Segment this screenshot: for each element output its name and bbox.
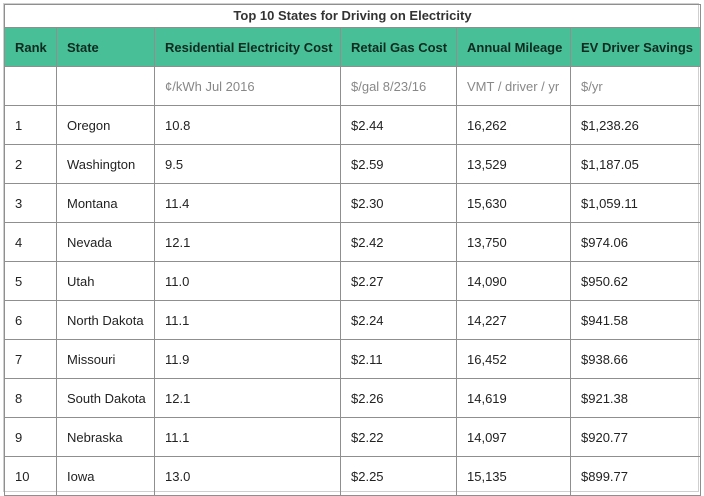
unit-cell: $/yr [570, 66, 701, 106]
table-cell: $2.22 [340, 417, 457, 457]
unit-cell [4, 66, 57, 106]
table-cell: 12.1 [154, 378, 341, 418]
table-cell: 3 [4, 183, 57, 223]
table-cell: Missouri [56, 339, 155, 379]
table-cell: $2.27 [340, 261, 457, 301]
table-cell: $2.25 [340, 456, 457, 496]
table-cell: Iowa [56, 456, 155, 496]
table-cell: 14,619 [456, 378, 571, 418]
units-row: ¢/kWh Jul 2016 $/gal 8/23/16 VMT / drive… [4, 66, 701, 106]
table-cell: $2.11 [340, 339, 457, 379]
col-header-annual-mileage: Annual Mileage [456, 27, 571, 67]
table-cell: South Dakota [56, 378, 155, 418]
col-header-state: State [56, 27, 155, 67]
table-title: Top 10 States for Driving on Electricity [4, 4, 701, 27]
table-cell: $2.26 [340, 378, 457, 418]
table-cell: 10 [4, 456, 57, 496]
table-cell: $899.77 [570, 456, 701, 496]
table-cell: $950.62 [570, 261, 701, 301]
table-cell: 13.0 [154, 456, 341, 496]
table-cell: $941.58 [570, 300, 701, 340]
table-cell: Utah [56, 261, 155, 301]
table-cell: 11.0 [154, 261, 341, 301]
table-frame: Top 10 States for Driving on Electricity… [3, 3, 701, 496]
table-cell: $1,059.11 [570, 183, 701, 223]
table-cell: 6 [4, 300, 57, 340]
table-cell: $2.24 [340, 300, 457, 340]
table-cell: $938.66 [570, 339, 701, 379]
table-cell: $920.77 [570, 417, 701, 457]
ev-states-table: Top 10 States for Driving on Electricity… [4, 4, 701, 496]
table-cell: 15,630 [456, 183, 571, 223]
table-row: 6 North Dakota 11.1 $2.24 14,227 $941.58 [4, 300, 701, 340]
table-cell: 7 [4, 339, 57, 379]
col-header-electricity-cost: Residential Electricity Cost [154, 27, 341, 67]
table-cell: $974.06 [570, 222, 701, 262]
table-cell: 15,135 [456, 456, 571, 496]
table-cell: 1 [4, 105, 57, 145]
table-cell: $2.44 [340, 105, 457, 145]
table-cell: 11.1 [154, 300, 341, 340]
table-cell: Nevada [56, 222, 155, 262]
table-cell: $1,187.05 [570, 144, 701, 184]
unit-cell [56, 66, 155, 106]
table-row: 9 Nebraska 11.1 $2.22 14,097 $920.77 [4, 417, 701, 457]
header-row: Rank State Residential Electricity Cost … [4, 27, 701, 67]
table-cell: 16,262 [456, 105, 571, 145]
table-cell: 4 [4, 222, 57, 262]
table-cell: 9.5 [154, 144, 341, 184]
table-cell: 8 [4, 378, 57, 418]
table-cell: 13,529 [456, 144, 571, 184]
table-cell: Washington [56, 144, 155, 184]
table-row: 10 Iowa 13.0 $2.25 15,135 $899.77 [4, 456, 701, 496]
table-cell: 14,227 [456, 300, 571, 340]
table-row: 4 Nevada 12.1 $2.42 13,750 $974.06 [4, 222, 701, 262]
table-cell: $2.59 [340, 144, 457, 184]
table-cell: $921.38 [570, 378, 701, 418]
table-cell: 2 [4, 144, 57, 184]
table-cell: 11.4 [154, 183, 341, 223]
table-cell: 14,097 [456, 417, 571, 457]
table-cell: $1,238.26 [570, 105, 701, 145]
unit-cell: ¢/kWh Jul 2016 [154, 66, 341, 106]
table-cell: 5 [4, 261, 57, 301]
col-header-gas-cost: Retail Gas Cost [340, 27, 457, 67]
table-cell: 14,090 [456, 261, 571, 301]
table-row: 1 Oregon 10.8 $2.44 16,262 $1,238.26 [4, 105, 701, 145]
table-cell: $2.42 [340, 222, 457, 262]
table-cell: North Dakota [56, 300, 155, 340]
table-cell: 16,452 [456, 339, 571, 379]
col-header-rank: Rank [4, 27, 57, 67]
table-cell: $2.30 [340, 183, 457, 223]
table-cell: 11.9 [154, 339, 341, 379]
table-cell: 12.1 [154, 222, 341, 262]
unit-cell: VMT / driver / yr [456, 66, 571, 106]
table-row: 7 Missouri 11.9 $2.11 16,452 $938.66 [4, 339, 701, 379]
col-header-ev-savings: EV Driver Savings [570, 27, 701, 67]
table-row: 3 Montana 11.4 $2.30 15,630 $1,059.11 [4, 183, 701, 223]
table-cell: 11.1 [154, 417, 341, 457]
table-cell: Oregon [56, 105, 155, 145]
table-cell: Montana [56, 183, 155, 223]
table-cell: 9 [4, 417, 57, 457]
table-cell: 13,750 [456, 222, 571, 262]
table-row: 5 Utah 11.0 $2.27 14,090 $950.62 [4, 261, 701, 301]
table-cell: 10.8 [154, 105, 341, 145]
table-cell: Nebraska [56, 417, 155, 457]
unit-cell: $/gal 8/23/16 [340, 66, 457, 106]
table-row: 2 Washington 9.5 $2.59 13,529 $1,187.05 [4, 144, 701, 184]
table-row: 8 South Dakota 12.1 $2.26 14,619 $921.38 [4, 378, 701, 418]
